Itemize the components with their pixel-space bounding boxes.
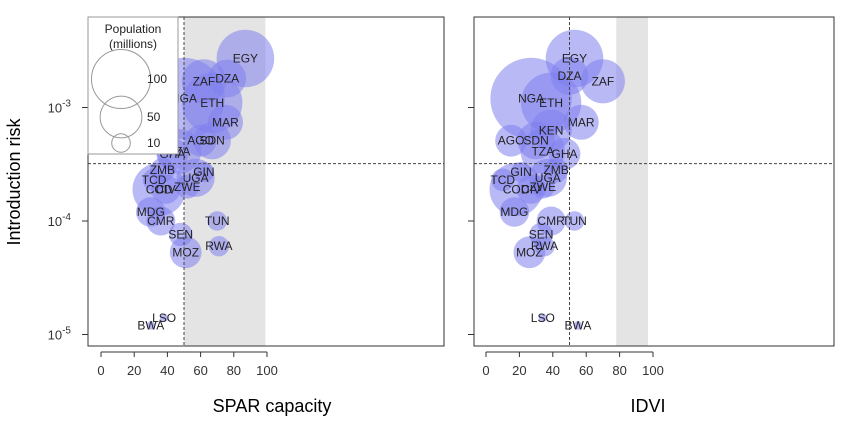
label-civ: CIV bbox=[521, 182, 541, 196]
label-zmb: ZMB bbox=[150, 163, 175, 177]
label-sdn: SDN bbox=[200, 134, 225, 148]
label-tun: TUN bbox=[205, 214, 230, 228]
label-mdg: MDG bbox=[137, 205, 165, 219]
x-tick-label: 0 bbox=[482, 363, 489, 378]
bubble-civ bbox=[516, 174, 546, 204]
label-rwa: RWA bbox=[205, 239, 232, 253]
shaded-region bbox=[616, 17, 648, 346]
label-tza: TZA bbox=[531, 144, 554, 158]
label-civ: CIV bbox=[156, 182, 176, 196]
y-tick-label: 10-3 bbox=[48, 99, 72, 116]
y-tick-label: 10-4 bbox=[48, 212, 72, 229]
x-tick-label: 60 bbox=[193, 363, 207, 378]
x-tick-label: 40 bbox=[160, 363, 174, 378]
label-dza: DZA bbox=[558, 69, 582, 83]
label-zmb: ZMB bbox=[543, 163, 568, 177]
x-tick-label: 0 bbox=[97, 363, 104, 378]
label-uga: UGA bbox=[535, 171, 561, 185]
x-axis-title-spar: SPAR capacity bbox=[213, 396, 332, 416]
label-ago: AGO bbox=[187, 134, 214, 148]
label-ken: KEN bbox=[539, 123, 564, 137]
y-axis-title: Introduction risk bbox=[4, 117, 24, 245]
x-tick-label: 80 bbox=[227, 363, 241, 378]
bubble-sdn bbox=[193, 122, 231, 160]
bubble-tun bbox=[564, 211, 585, 231]
population-legend: Population (millions) 100 50 10 bbox=[87, 16, 179, 155]
bubble-ago bbox=[495, 124, 527, 157]
label-cmr: CMR bbox=[147, 214, 175, 228]
legend-label-100: 100 bbox=[147, 72, 167, 86]
label-zaf: ZAF bbox=[592, 74, 615, 88]
x-tick-label: 100 bbox=[642, 363, 664, 378]
bubble-tun bbox=[207, 211, 227, 231]
legend-circle-50 bbox=[99, 95, 143, 139]
label-nga: NGA bbox=[518, 92, 544, 106]
x-tick-label: 80 bbox=[612, 363, 626, 378]
label-eth: ETH bbox=[539, 96, 563, 110]
label-mar: MAR bbox=[568, 115, 595, 129]
x-tick-label: 100 bbox=[256, 363, 278, 378]
plot-frame bbox=[473, 16, 835, 347]
legend-label-10: 10 bbox=[147, 136, 161, 150]
label-zwe: ZWE bbox=[529, 180, 556, 194]
bubble-rwa bbox=[208, 236, 230, 257]
label-zaf: ZAF bbox=[193, 74, 216, 88]
label-tcd: TCD bbox=[490, 173, 515, 187]
label-sen: SEN bbox=[168, 228, 193, 242]
bubble-moz bbox=[513, 236, 546, 269]
label-lso: LSO bbox=[152, 311, 176, 325]
bubble-cmr bbox=[146, 206, 176, 236]
x-tick-label: 20 bbox=[127, 363, 141, 378]
label-egy: EGY bbox=[233, 52, 258, 66]
bubble-lso bbox=[538, 313, 547, 323]
plot-frame bbox=[87, 16, 445, 347]
label-sen: SEN bbox=[529, 228, 554, 242]
label-ago: AGO bbox=[498, 134, 525, 148]
label-gha: GHA bbox=[551, 147, 577, 161]
label-tun: TUN bbox=[562, 214, 587, 228]
bubble-lso bbox=[159, 313, 169, 323]
label-eth: ETH bbox=[200, 96, 224, 110]
label-uga: UGA bbox=[183, 171, 209, 185]
bubble-civ bbox=[151, 174, 181, 204]
legend-label-50: 50 bbox=[147, 110, 161, 124]
x-tick-label: 40 bbox=[546, 363, 560, 378]
label-tcd: TCD bbox=[142, 173, 167, 187]
y-tick-labels: 10-5 10-4 10-3 bbox=[48, 99, 72, 343]
legend-title-line1: Population bbox=[105, 22, 162, 36]
bubble-bwa bbox=[146, 321, 155, 330]
label-gin: GIN bbox=[510, 165, 531, 179]
label-gin: GIN bbox=[193, 165, 214, 179]
y-tick-label: 10-5 bbox=[48, 326, 72, 343]
x-tick-label: 60 bbox=[579, 363, 593, 378]
label-mar: MAR bbox=[212, 115, 239, 129]
bubble-bwa bbox=[573, 321, 583, 330]
label-rwa: RWA bbox=[531, 239, 558, 253]
bubble-mdg bbox=[499, 197, 530, 227]
label-egy: EGY bbox=[562, 52, 587, 66]
label-moz: MOZ bbox=[516, 245, 543, 259]
x-axis-title-idvi: IDVI bbox=[630, 396, 665, 416]
label-cod: COD bbox=[146, 182, 173, 196]
label-zwe: ZWE bbox=[174, 180, 201, 194]
label-sdn: SDN bbox=[523, 134, 548, 148]
label-bwa: BWA bbox=[564, 319, 591, 333]
label-lso: LSO bbox=[531, 311, 555, 325]
label-bwa: BWA bbox=[137, 319, 164, 333]
legend-title-line2: (millions) bbox=[109, 37, 157, 51]
x-tick-label: 20 bbox=[512, 363, 526, 378]
label-cmr: CMR bbox=[537, 214, 565, 228]
legend-circle-100 bbox=[91, 49, 151, 109]
bubble-moz bbox=[169, 236, 202, 269]
bubble-zaf bbox=[580, 59, 626, 104]
legend-circle-10 bbox=[111, 133, 131, 153]
label-dza: DZA bbox=[215, 72, 239, 86]
bubble-mar bbox=[563, 104, 599, 140]
label-moz: MOZ bbox=[172, 245, 199, 259]
label-cod: COD bbox=[503, 182, 530, 196]
legend-box bbox=[87, 16, 179, 155]
label-mdg: MDG bbox=[500, 205, 528, 219]
